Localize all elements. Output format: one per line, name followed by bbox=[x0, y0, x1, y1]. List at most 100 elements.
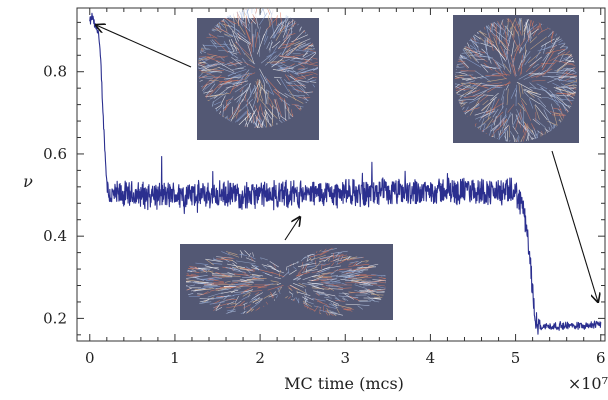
mesh-edge bbox=[494, 69, 507, 80]
mesh-edge bbox=[208, 279, 214, 281]
mesh-edge bbox=[270, 291, 274, 298]
mesh-edge bbox=[294, 77, 306, 81]
x-tick-label: 5 bbox=[511, 349, 521, 367]
mesh-edge bbox=[527, 25, 531, 42]
mesh-edge bbox=[476, 116, 492, 131]
mesh-edge bbox=[209, 81, 223, 96]
mesh-edge bbox=[547, 75, 563, 81]
mesh-edge bbox=[339, 256, 344, 262]
mesh-edge bbox=[275, 15, 278, 26]
mesh-edge bbox=[215, 303, 221, 310]
mesh-edge bbox=[484, 37, 488, 51]
mesh-edge bbox=[198, 56, 207, 62]
mesh-edge bbox=[289, 13, 297, 19]
mesh-edge bbox=[455, 91, 460, 101]
mesh-edge bbox=[257, 34, 265, 55]
mesh-edge bbox=[217, 288, 231, 292]
mesh-edge bbox=[239, 98, 253, 112]
mesh-edge bbox=[480, 63, 489, 73]
mesh-edge bbox=[198, 56, 210, 58]
mesh-edge bbox=[205, 278, 223, 282]
mesh-edge bbox=[295, 49, 316, 53]
mesh-edge bbox=[226, 304, 244, 309]
mesh-edge bbox=[212, 91, 228, 103]
mesh-edge bbox=[259, 68, 268, 84]
mesh-edge bbox=[192, 282, 212, 285]
mesh-edge bbox=[246, 72, 256, 77]
mesh-edge bbox=[225, 299, 237, 301]
mesh-edge bbox=[351, 275, 369, 280]
mesh-edge bbox=[208, 79, 216, 83]
mesh-edge bbox=[357, 305, 363, 310]
mesh-edge bbox=[565, 72, 577, 77]
mesh-edge bbox=[264, 283, 274, 286]
mesh-edge bbox=[313, 290, 325, 294]
x-tick-label: 4 bbox=[426, 349, 436, 367]
mesh-edge bbox=[336, 262, 338, 266]
mesh-edge bbox=[255, 299, 263, 305]
mesh-edge bbox=[462, 76, 476, 81]
mesh-edge bbox=[264, 76, 275, 96]
mesh-edge bbox=[513, 65, 516, 74]
mesh-edge bbox=[250, 16, 256, 24]
mesh-edge bbox=[363, 285, 374, 287]
mesh-edge bbox=[318, 273, 325, 277]
mesh-edge bbox=[564, 80, 577, 86]
mesh-edge bbox=[556, 96, 571, 109]
mesh-edge bbox=[312, 274, 320, 278]
mesh-edge bbox=[282, 31, 293, 41]
mesh-edge bbox=[305, 79, 317, 83]
mesh-edge bbox=[483, 40, 490, 61]
mesh-edge bbox=[464, 47, 477, 62]
mesh-edge bbox=[524, 121, 528, 129]
mesh-edge bbox=[522, 123, 528, 139]
mesh-edge bbox=[530, 73, 543, 76]
mesh-edge bbox=[235, 58, 242, 62]
mesh-edge bbox=[288, 291, 293, 295]
mesh-edge bbox=[343, 309, 349, 311]
mesh-edge bbox=[517, 102, 526, 112]
mesh-edge bbox=[524, 56, 531, 66]
mesh-edge bbox=[321, 268, 327, 271]
mesh-edge bbox=[279, 56, 296, 59]
mesh-edge bbox=[265, 90, 269, 100]
mesh-edge bbox=[242, 304, 251, 309]
mesh-edge bbox=[227, 73, 234, 77]
mesh-edge bbox=[211, 263, 223, 265]
mesh-edge bbox=[275, 98, 282, 117]
mesh-edge bbox=[274, 276, 282, 280]
mesh-edge bbox=[217, 66, 237, 74]
mesh-edge bbox=[248, 83, 251, 93]
mesh-edge bbox=[321, 285, 333, 291]
mesh-edge bbox=[498, 73, 510, 76]
mesh-edge bbox=[280, 63, 295, 72]
mesh-edge bbox=[525, 61, 537, 73]
mesh-edge bbox=[284, 19, 294, 28]
mesh-edge bbox=[465, 90, 477, 96]
mesh-edge bbox=[346, 271, 364, 277]
mesh-edge bbox=[221, 251, 231, 256]
mesh-edge bbox=[289, 269, 297, 275]
mesh-edge bbox=[542, 51, 554, 71]
mesh-edge bbox=[459, 58, 469, 68]
mesh-edge bbox=[507, 104, 515, 113]
mesh-edge bbox=[504, 135, 509, 142]
mesh-edge bbox=[269, 17, 273, 26]
mesh-edge bbox=[510, 18, 517, 30]
mesh-edge bbox=[210, 69, 224, 71]
mesh-edge bbox=[293, 20, 296, 27]
mesh-edge bbox=[282, 21, 290, 38]
mesh-edge bbox=[287, 268, 290, 275]
mesh-edge bbox=[349, 295, 360, 301]
mesh-edge bbox=[497, 128, 508, 142]
mesh-edge bbox=[307, 76, 315, 81]
mesh-edge bbox=[231, 56, 242, 66]
mesh-edge bbox=[207, 278, 224, 283]
mesh-edge bbox=[530, 36, 547, 50]
mesh-edge bbox=[302, 269, 318, 273]
mesh-edge bbox=[186, 284, 196, 288]
mesh-edge bbox=[251, 275, 262, 280]
mesh-edge bbox=[296, 278, 302, 281]
mesh-edge bbox=[520, 100, 527, 111]
